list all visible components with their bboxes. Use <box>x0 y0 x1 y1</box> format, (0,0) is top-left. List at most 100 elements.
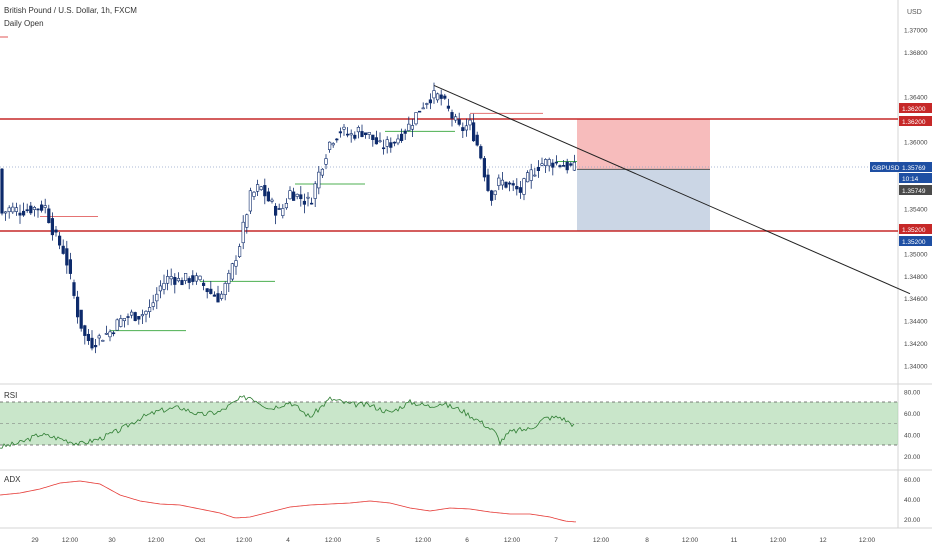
rsi-label[interactable]: RSI <box>4 391 17 400</box>
candle-body[interactable] <box>536 167 540 172</box>
candle-body[interactable] <box>489 190 494 201</box>
candle-body[interactable] <box>101 339 105 342</box>
candle-body[interactable] <box>187 278 191 283</box>
take-profit-zone[interactable] <box>577 169 710 231</box>
candle-body[interactable] <box>313 183 317 199</box>
candle-body[interactable] <box>223 283 227 295</box>
candle-body[interactable] <box>57 235 62 246</box>
candle-body[interactable] <box>230 263 235 280</box>
candle-body[interactable] <box>540 163 544 166</box>
candle-body[interactable] <box>396 138 400 144</box>
candle-body[interactable] <box>529 169 533 181</box>
candle-body[interactable] <box>245 214 249 228</box>
candle-body[interactable] <box>14 207 18 212</box>
candle-body[interactable] <box>486 174 490 191</box>
candle-body[interactable] <box>561 165 566 167</box>
candle-body[interactable] <box>468 119 472 126</box>
candle-body[interactable] <box>266 191 271 202</box>
candle-body[interactable] <box>162 283 166 290</box>
candle-body[interactable] <box>306 196 310 199</box>
last-price-tag[interactable]: 1.35769 <box>899 162 932 172</box>
candle-body[interactable] <box>335 138 339 141</box>
candle-body[interactable] <box>284 203 289 209</box>
candle-body[interactable] <box>72 282 76 296</box>
candle-body[interactable] <box>299 194 303 200</box>
candle-body[interactable] <box>205 288 209 293</box>
candle-body[interactable] <box>497 177 501 186</box>
candle-body[interactable] <box>65 248 69 266</box>
candle-body[interactable] <box>338 131 343 134</box>
candle-body[interactable] <box>140 314 145 317</box>
candle-body[interactable] <box>277 208 281 210</box>
indicator-daily-open-label[interactable]: Daily Open <box>4 19 44 28</box>
candle-body[interactable] <box>4 211 8 214</box>
candle-body[interactable] <box>450 112 454 119</box>
candle-body[interactable] <box>25 209 29 211</box>
candle-body[interactable] <box>374 137 379 145</box>
resistance-price-tag-2[interactable]: 1.36200 <box>899 116 932 126</box>
candle-body[interactable] <box>572 161 576 171</box>
candle-body[interactable] <box>317 171 321 189</box>
candle-body[interactable] <box>482 158 487 178</box>
candle-body[interactable] <box>363 132 368 136</box>
candle-body[interactable] <box>507 182 512 185</box>
support-price-tag-2[interactable]: 1.35200 <box>899 236 932 246</box>
horizontal-levels[interactable] <box>0 118 898 232</box>
candle-body[interactable] <box>173 277 177 285</box>
candle-body[interactable] <box>511 183 515 186</box>
descending-trendline[interactable] <box>433 84 911 295</box>
candle-body[interactable] <box>324 158 328 165</box>
candle-body[interactable] <box>425 103 429 105</box>
candle-body[interactable] <box>61 245 65 254</box>
candle-body[interactable] <box>144 310 148 315</box>
price-axis[interactable]: 1.37000 1.36800 1.36400 1.36000 1.35400 1.350… <box>904 27 928 370</box>
candle-body[interactable] <box>569 163 573 166</box>
candle-body[interactable] <box>543 159 548 166</box>
candle-body[interactable] <box>525 172 530 183</box>
candle-body[interactable] <box>407 123 411 131</box>
candle-body[interactable] <box>270 199 274 202</box>
candle-body[interactable] <box>212 294 217 297</box>
candle-body[interactable] <box>194 275 199 282</box>
candle-body[interactable] <box>547 159 551 167</box>
candle-body[interactable] <box>367 132 371 135</box>
symbol-tag[interactable]: GBPUSD <box>870 162 900 172</box>
candle-body[interactable] <box>263 185 267 197</box>
adx-line[interactable] <box>0 480 577 523</box>
candle-body[interactable] <box>176 278 181 282</box>
candle-body[interactable] <box>227 272 231 284</box>
bar-countdown-tag[interactable]: 10:14 <box>899 173 932 183</box>
candle-body[interactable] <box>209 288 213 294</box>
candle-body[interactable] <box>417 110 422 113</box>
candle-body[interactable] <box>500 179 505 186</box>
candle-body[interactable] <box>551 162 555 168</box>
candle-body[interactable] <box>421 107 425 110</box>
candle-body[interactable] <box>94 345 98 348</box>
candle-body[interactable] <box>29 205 33 214</box>
candle-body[interactable] <box>21 210 26 216</box>
candle-body[interactable] <box>180 280 184 286</box>
candle-body[interactable] <box>252 191 256 197</box>
time-axis[interactable]: 29 12:00 30 12:00 Oct 12:00 4 12:00 5 12:00 6 12:00… <box>31 537 875 544</box>
candle-body[interactable] <box>39 204 44 211</box>
candle-body[interactable] <box>342 126 346 130</box>
candle-body[interactable] <box>7 207 11 212</box>
candle-body[interactable] <box>464 125 469 131</box>
candle-body[interactable] <box>371 134 375 141</box>
candle-body[interactable] <box>0 168 4 214</box>
candle-body[interactable] <box>90 337 94 349</box>
candle-body[interactable] <box>198 275 202 281</box>
candle-body[interactable] <box>184 273 188 281</box>
candle-body[interactable] <box>443 95 447 99</box>
candle-body[interactable] <box>158 285 163 292</box>
candle-body[interactable] <box>112 332 116 335</box>
candle-body[interactable] <box>378 140 382 143</box>
candle-body[interactable] <box>428 99 433 104</box>
candle-body[interactable] <box>320 168 325 176</box>
support-price-tag[interactable]: 1.35200 <box>899 224 932 234</box>
candle-body[interactable] <box>410 125 415 130</box>
resistance-price-tag[interactable]: 1.36200 <box>899 103 932 113</box>
candle-body[interactable] <box>234 260 238 267</box>
candle-body[interactable] <box>83 325 87 336</box>
